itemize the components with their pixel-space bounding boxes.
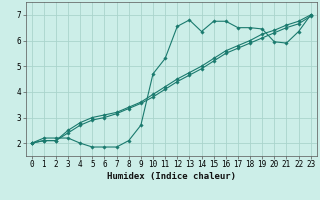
X-axis label: Humidex (Indice chaleur): Humidex (Indice chaleur) [107, 172, 236, 181]
